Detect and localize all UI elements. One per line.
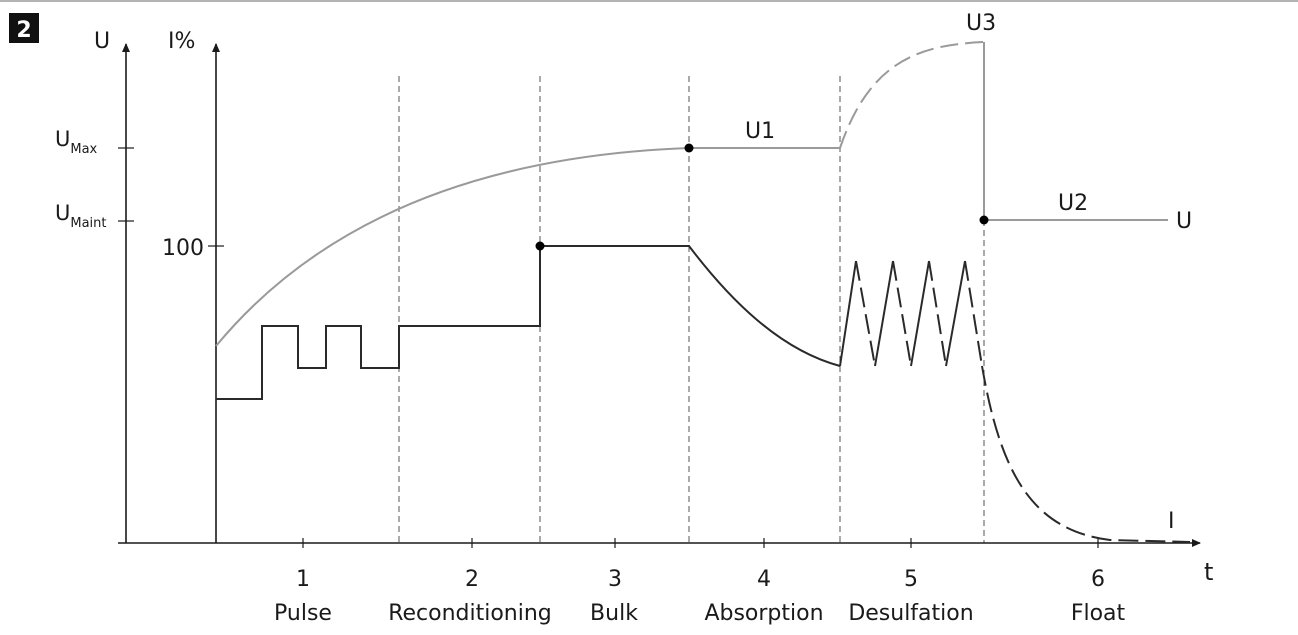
current-curve bbox=[216, 245, 841, 400]
u1-label: U1 bbox=[745, 119, 775, 144]
phase-name-2: Reconditioning bbox=[388, 601, 552, 626]
float-start-dot bbox=[979, 215, 989, 225]
phase-number-6: 6 bbox=[1091, 567, 1105, 592]
phase-name-4: Absorption bbox=[704, 601, 823, 626]
phase-name-5: Desulfation bbox=[848, 601, 973, 626]
u2-label: U2 bbox=[1058, 191, 1088, 216]
figure-number-badge bbox=[9, 13, 39, 43]
current-curve-desulfation-up bbox=[839, 260, 966, 367]
voltage-curve-desulfation bbox=[839, 41, 985, 149]
voltage-axis-label: U bbox=[94, 29, 110, 54]
phase-number-5: 5 bbox=[904, 567, 918, 592]
current-axis-label: I% bbox=[168, 29, 195, 54]
phase-number-3: 3 bbox=[608, 567, 622, 592]
phase-name-3: Bulk bbox=[590, 601, 638, 626]
current-curve-float bbox=[981, 365, 1191, 543]
u-max-label: UMax bbox=[55, 127, 98, 157]
phase-number-2: 2 bbox=[465, 567, 479, 592]
u-maint-label: UMaint bbox=[55, 201, 107, 231]
absorption-start-dot bbox=[684, 143, 694, 153]
figure-number: 2 bbox=[16, 18, 31, 43]
phase-name-6: Float bbox=[1071, 601, 1126, 626]
phase-number-1: 1 bbox=[296, 567, 310, 592]
voltage-curve bbox=[215, 147, 840, 347]
bulk-start-dot bbox=[535, 241, 545, 251]
phase-number-4: 4 bbox=[757, 567, 771, 592]
u3-label: U3 bbox=[966, 11, 996, 36]
u-end-label: U bbox=[1176, 209, 1192, 234]
i-end-label: I bbox=[1168, 509, 1175, 534]
time-axis-label: t bbox=[1204, 558, 1213, 586]
phase-name-1: Pulse bbox=[274, 601, 332, 626]
current-100-label: 100 bbox=[162, 236, 204, 261]
